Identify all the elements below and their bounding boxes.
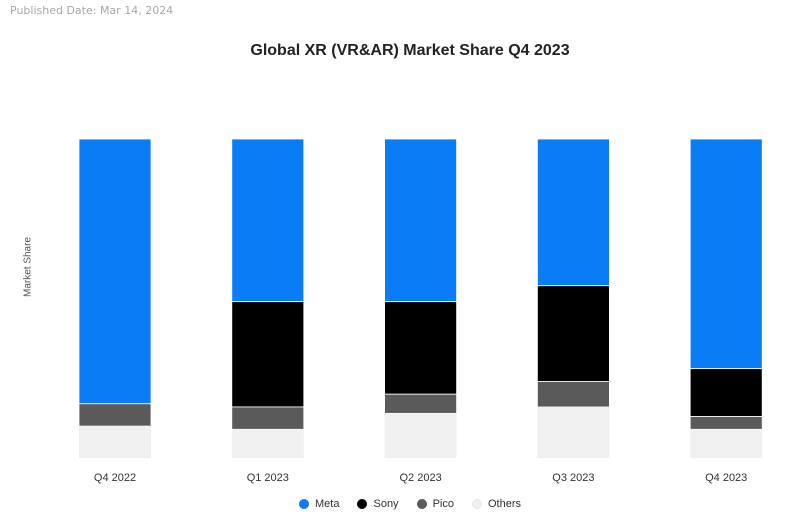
x-tick-label: Q1 2023 [247, 472, 289, 484]
bar-sony-q3-2023 [537, 285, 610, 382]
legend-dot-icon [416, 499, 427, 509]
bar-meta-q1-2023 [231, 138, 305, 303]
bar-pico-q4-2023 [689, 416, 763, 430]
x-tick-label: Q2 2023 [399, 472, 441, 484]
legend: Meta Sony Pico Others [0, 498, 800, 510]
legend-label: Meta [315, 498, 340, 510]
bar-meta-q3-2023 [537, 138, 610, 287]
legend-dot-icon [299, 499, 310, 509]
bar-others-q3-2023 [537, 406, 610, 458]
legend-item-meta[interactable]: Meta [299, 498, 339, 510]
bar-meta-q4-2022 [78, 138, 152, 405]
bar-meta-q2-2023 [384, 138, 458, 303]
bar-sony-q1-2023 [231, 301, 305, 408]
legend-label: Sony [373, 498, 399, 510]
legend-label: Others [487, 498, 521, 510]
legend-label: Pico [432, 498, 454, 510]
bar-meta-q4-2023 [689, 138, 763, 370]
bar-others-q2-2023 [384, 413, 457, 458]
bar-others-q1-2023 [231, 429, 304, 458]
bar-pico-q4-2022 [78, 403, 152, 427]
legend-dot-icon [471, 499, 482, 509]
bar-others-q4-2022 [79, 426, 151, 458]
bar-sony-q2-2023 [384, 301, 458, 395]
bar-pico-q3-2023 [537, 381, 610, 408]
chart-title: Global XR (VR&AR) Market Share Q4 2023 [250, 42, 570, 59]
x-tick-label: Q3 2023 [552, 472, 594, 484]
y-axis-label: Market Share [22, 236, 34, 298]
legend-dot-icon [357, 499, 368, 509]
x-tick-label: Q4 2022 [94, 472, 136, 484]
legend-item-pico[interactable]: Pico [416, 498, 454, 510]
bar-pico-q1-2023 [231, 406, 305, 430]
x-tick-label: Q4 2023 [705, 472, 747, 484]
published-date: Published Date: Mar 14, 2024 [10, 4, 174, 17]
legend-item-sony[interactable]: Sony [357, 498, 399, 510]
bar-others-q4-2023 [690, 429, 763, 458]
bar-sony-q4-2023 [689, 368, 763, 417]
bar-pico-q2-2023 [384, 393, 458, 414]
legend-item-others[interactable]: Others [471, 498, 521, 510]
